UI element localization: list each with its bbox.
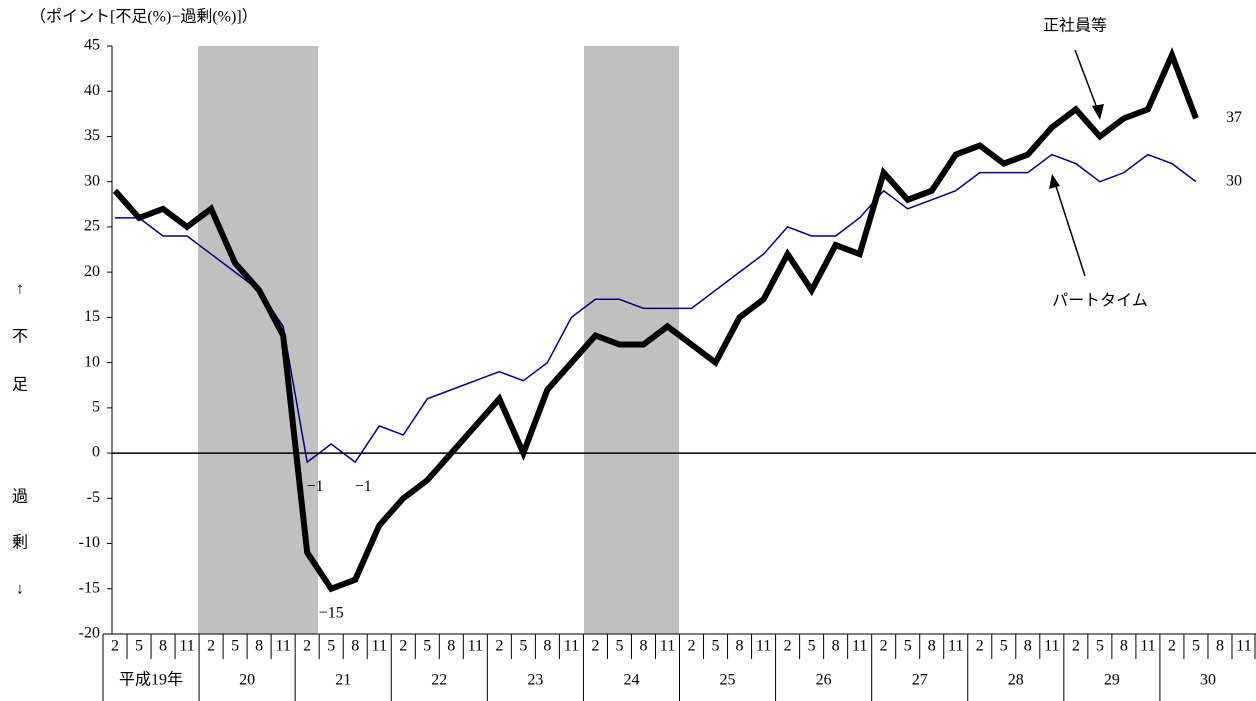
x-tick-label: 2 [207,638,215,655]
year-label: 30 [1200,672,1216,689]
year-label: 21 [335,672,351,689]
year-label: 29 [1104,672,1120,689]
arrow [1074,49,1101,117]
x-tick-label: 8 [639,638,647,655]
x-tick-label: 2 [111,638,119,655]
x-tick-label: 11 [948,638,963,655]
x-tick-label: 5 [904,638,912,655]
year-label: 28 [1008,672,1024,689]
series-line [115,153,1197,464]
x-tick-label: 11 [1044,638,1059,655]
x-tick-label: 2 [784,638,792,655]
year-label: 20 [239,672,255,689]
x-tick-label: 2 [591,638,599,655]
data-label: −15 [319,604,344,621]
x-tick-label: 11 [756,638,771,655]
side-label: 剰 [12,534,28,552]
year-label: 平成19年 [119,671,183,689]
x-tick-label: 5 [231,638,239,655]
x-tick-label: 11 [1140,638,1155,655]
x-tick-label: 8 [1024,638,1032,655]
series-label: パートタイム [1052,292,1148,310]
y-tick-label: 40 [84,82,100,99]
x-tick-label: 5 [327,638,335,655]
y-tick-label: 45 [84,37,100,54]
x-tick-label: 8 [543,638,551,655]
data-label: −1 [355,478,372,495]
x-tick-label: 8 [351,638,359,655]
shaded-period [584,46,679,634]
y-tick-label: -10 [79,534,100,551]
x-tick-label: 8 [159,638,167,655]
data-label: 37 [1226,109,1242,126]
y-tick-label: 5 [92,399,100,416]
x-tick-label: 11 [564,638,579,655]
x-tick-label: 5 [135,638,143,655]
x-tick-label: 11 [468,638,483,655]
y-tick-label: 30 [84,172,100,189]
y-tick-label: 20 [84,263,100,280]
x-tick-label: 8 [736,638,744,655]
x-tick-label: 2 [399,638,407,655]
y-tick-label: 15 [84,308,100,325]
x-tick-label: 8 [255,638,263,655]
y-tick-label: 25 [84,218,100,235]
x-tick-label: 2 [303,638,311,655]
x-tick-label: 8 [447,638,455,655]
side-label: 足 [12,377,28,394]
x-tick-label: 11 [660,638,675,655]
y-tick-label: -20 [79,625,100,642]
year-label: 25 [720,672,736,689]
year-label: 23 [527,672,543,689]
x-tick-label: 5 [615,638,623,655]
x-tick-label: 11 [179,638,194,655]
x-tick-label: 8 [1216,638,1224,655]
data-label: −1 [307,478,324,495]
year-label: 26 [816,672,832,689]
data-label: 30 [1226,172,1242,189]
year-label: 27 [912,672,928,689]
side-label: 過 [12,488,28,506]
x-tick-label: 5 [519,638,527,655]
x-tick-label: 8 [832,638,840,655]
x-tick-label: 5 [712,638,720,655]
y-axis-label: （ポイント[不足(%)−過剰(%)]） [30,8,258,26]
year-label: 24 [623,672,639,689]
arrow [1053,179,1086,277]
y-tick-label: -15 [79,579,100,596]
x-tick-label: 2 [880,638,888,655]
x-tick-label: 8 [1120,638,1128,655]
x-tick-label: 5 [1096,638,1104,655]
x-tick-label: 2 [688,638,696,655]
x-tick-label: 2 [1072,638,1080,655]
x-tick-label: 5 [1192,638,1200,655]
y-tick-label: -5 [87,489,100,506]
arrow-head [1092,104,1104,120]
x-tick-label: 2 [976,638,984,655]
x-tick-label: 11 [372,638,387,655]
side-label: ↑ [16,281,24,298]
y-tick-label: 35 [84,127,100,144]
x-tick-label: 5 [1000,638,1008,655]
y-tick-label: 0 [92,444,100,461]
arrow-head [1049,174,1060,189]
year-label: 22 [431,672,447,689]
shaded-period [198,46,318,634]
x-tick-label: 11 [852,638,867,655]
series-line [112,47,1199,593]
x-tick-label: 2 [495,638,503,655]
x-tick-label: 5 [423,638,431,655]
side-label: ↓ [16,581,24,598]
x-tick-label: 8 [928,638,936,655]
x-tick-label: 11 [1236,638,1251,655]
side-label: 不 [12,329,28,346]
x-tick-label: 2 [1168,638,1176,655]
x-tick-label: 11 [275,638,290,655]
y-tick-label: 10 [84,353,100,370]
x-tick-label: 5 [808,638,816,655]
series-label: 正社員等 [1043,17,1107,35]
